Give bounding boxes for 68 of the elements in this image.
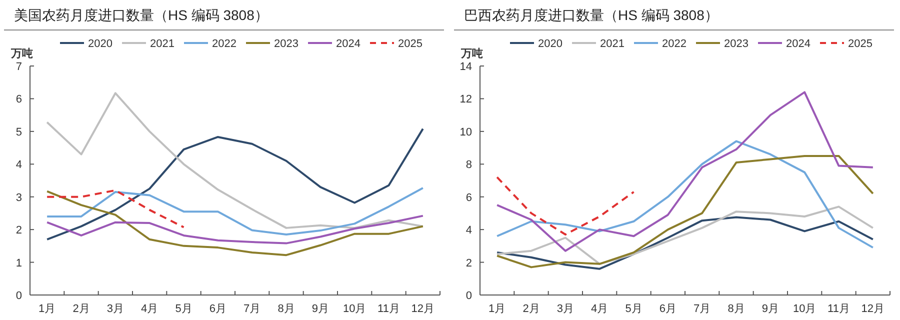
x-tick-label: 6月	[209, 303, 226, 315]
line-series	[46, 187, 424, 236]
legend-label: 2021	[150, 38, 174, 50]
legend-label: 2022	[212, 38, 236, 50]
x-tick-label: 4月	[141, 303, 158, 315]
x-tick-label: 2月	[522, 303, 540, 315]
x-tick-label: 1月	[488, 303, 506, 315]
x-tick-label: 7月	[244, 303, 261, 315]
y-tick-label: 14	[460, 61, 472, 73]
legend-label: 2024	[786, 38, 810, 50]
legend-label: 2021	[600, 38, 624, 50]
x-tick-label: 9月	[762, 303, 779, 315]
x-tick-label: 8月	[278, 303, 295, 315]
legend-label: 2023	[724, 38, 748, 50]
y-tick-label: 7	[16, 61, 22, 73]
y-tick-label: 5	[16, 126, 22, 138]
y-tick-label: 12	[460, 94, 472, 106]
x-tick-label: 11月	[378, 303, 400, 315]
line-series	[496, 216, 874, 270]
y-tick-label: 0	[16, 290, 22, 302]
y-tick-label: 2	[16, 224, 22, 237]
y-tick-label: 8	[466, 159, 472, 172]
x-tick-label: 10月	[792, 303, 816, 315]
y-tick-label: 3	[16, 192, 22, 204]
x-tick-label: 4月	[591, 303, 608, 315]
line-series	[496, 140, 874, 249]
y-axis-title: 万吨	[460, 47, 483, 60]
x-tick-label: 12月	[861, 303, 885, 315]
legend-label: 2025	[398, 38, 422, 50]
x-tick-label: 10月	[342, 303, 366, 315]
y-axis-title: 万吨	[10, 47, 33, 60]
line-series	[496, 206, 874, 265]
line-series	[46, 128, 424, 240]
chart-title: 巴西农药月度进口数量（HS 编码 3808）	[464, 7, 718, 23]
x-tick-label: 8月	[728, 303, 745, 315]
y-tick-label: 4	[466, 224, 472, 237]
legend-label: 2023	[274, 38, 298, 50]
y-tick-label: 4	[16, 159, 22, 172]
x-tick-label: 1月	[38, 303, 56, 315]
legend-label: 2020	[538, 38, 562, 50]
y-tick-label: 1	[16, 257, 22, 270]
line-series	[46, 214, 424, 244]
line-series	[496, 176, 635, 236]
chart-title: 美国农药月度进口数量（HS 编码 3808）	[14, 7, 268, 23]
legend-label: 2020	[88, 38, 112, 50]
x-tick-label: 6月	[659, 303, 676, 315]
line-series	[496, 154, 874, 268]
line-series	[46, 189, 185, 228]
x-tick-label: 2月	[72, 303, 90, 315]
line-series	[496, 91, 874, 252]
legend-label: 2025	[848, 38, 872, 50]
line-series	[46, 190, 424, 256]
x-tick-label: 5月	[625, 303, 642, 315]
line-series	[46, 92, 424, 229]
y-tick-label: 0	[466, 290, 472, 302]
legend-label: 2022	[662, 38, 686, 50]
x-tick-label: 11月	[828, 303, 850, 315]
x-tick-label: 12月	[411, 303, 435, 315]
x-tick-label: 3月	[556, 303, 574, 315]
y-tick-label: 2	[466, 257, 472, 270]
y-tick-label: 6	[16, 94, 22, 106]
x-tick-label: 5月	[175, 303, 192, 315]
legend-label: 2024	[336, 38, 360, 50]
x-tick-label: 3月	[106, 303, 124, 315]
x-tick-label: 9月	[312, 303, 329, 315]
y-tick-label: 10	[460, 126, 472, 138]
x-tick-label: 7月	[694, 303, 711, 315]
y-tick-label: 6	[466, 192, 472, 204]
